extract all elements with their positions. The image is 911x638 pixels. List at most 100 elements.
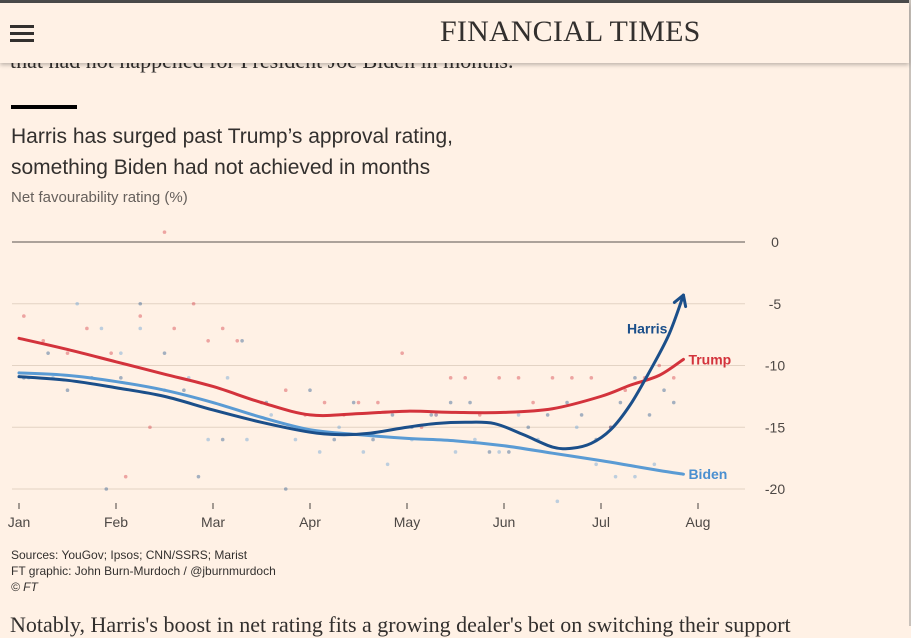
chart-footer: Sources: YouGov; Ipsos; CNN/SSRS; Marist… bbox=[11, 547, 276, 595]
x-tick-label: Mar bbox=[201, 514, 225, 530]
chart-axes: 0 -5 -10 -15 -20 Jan Feb Mar Apr May Jun Jul Aug bbox=[8, 234, 786, 530]
harris-poll-point bbox=[119, 376, 123, 380]
biden-poll-point bbox=[516, 413, 521, 417]
harris-poll-point bbox=[633, 376, 637, 380]
biden-poll-point bbox=[613, 474, 618, 479]
y-tick-label: 0 bbox=[771, 234, 779, 250]
harris-poll-point bbox=[65, 388, 70, 392]
trump-poll-point bbox=[322, 400, 327, 405]
trump-poll-point bbox=[22, 314, 26, 318]
chart-title-line-1: Harris has surged past Trump’s approval … bbox=[11, 125, 453, 148]
trump-poll-point bbox=[283, 388, 288, 392]
harris-poll-point bbox=[220, 437, 225, 442]
trump-poll-point bbox=[220, 326, 225, 331]
biden-poll-point bbox=[434, 413, 438, 417]
biden-poll-point bbox=[206, 437, 210, 442]
x-tick-label: Apr bbox=[299, 514, 321, 530]
trump-poll-point bbox=[463, 376, 468, 380]
trump-poll-point bbox=[570, 376, 574, 380]
biden-poll-point bbox=[99, 326, 104, 331]
trump-series-label: Trump bbox=[688, 351, 731, 367]
trump-poll-point bbox=[434, 413, 438, 417]
harris-poll-point bbox=[332, 437, 337, 442]
harris-poll-point bbox=[182, 388, 186, 392]
biden-poll-point bbox=[555, 499, 560, 504]
harris-poll-point bbox=[196, 474, 201, 479]
biden-poll-point bbox=[453, 450, 458, 454]
x-tick-label: Feb bbox=[104, 514, 128, 530]
trump-poll-point bbox=[191, 301, 196, 306]
article-text-below: Notably, Harris's boost in net rating fi… bbox=[10, 612, 791, 637]
trump-poll-point bbox=[206, 339, 210, 343]
harris-poll-point bbox=[104, 487, 109, 491]
harris-arrowhead bbox=[672, 293, 688, 309]
harris-poll-point bbox=[351, 400, 356, 405]
hamburger-menu-icon[interactable] bbox=[10, 25, 34, 43]
biden-poll-point bbox=[119, 351, 123, 355]
window-right-scrollbar-edge bbox=[909, 0, 911, 626]
harris-poll-point bbox=[308, 388, 312, 392]
trump-poll-point bbox=[550, 376, 555, 380]
trump-poll-point bbox=[623, 388, 628, 392]
trump-poll-point bbox=[516, 376, 521, 380]
harris-poll-point bbox=[507, 450, 511, 454]
trump-poll-point bbox=[172, 326, 176, 331]
harris-poll-point bbox=[390, 413, 395, 417]
trump-poll-point bbox=[448, 376, 453, 380]
trump-poll-point bbox=[376, 400, 380, 405]
harris-poll-point bbox=[371, 437, 375, 442]
window-top-border bbox=[0, 0, 911, 3]
y-tick-label: -5 bbox=[769, 296, 782, 312]
harris-poll-point bbox=[429, 413, 434, 417]
trump-poll-point bbox=[109, 351, 113, 355]
harris-poll-point bbox=[545, 413, 550, 417]
chart-gridlines bbox=[12, 241, 745, 490]
trump-poll-point bbox=[162, 230, 167, 234]
biden-poll-point bbox=[497, 450, 501, 454]
harris-poll-point bbox=[46, 351, 50, 355]
harris-poll-point bbox=[618, 400, 623, 405]
x-tick-label: Jul bbox=[592, 514, 610, 530]
trump-poll-point bbox=[400, 351, 404, 355]
biden-poll-point bbox=[225, 376, 230, 380]
biden-series-label: Biden bbox=[688, 466, 727, 482]
harris-trend-line bbox=[17, 293, 685, 451]
harris-poll-point bbox=[487, 450, 492, 454]
masthead-logo[interactable]: FINANCIAL TIMES bbox=[440, 15, 701, 48]
y-tick-label: -15 bbox=[765, 419, 785, 435]
biden-poll-point bbox=[361, 450, 366, 454]
chart-series-lines bbox=[17, 293, 688, 476]
harris-poll-point bbox=[565, 400, 569, 405]
x-tick-label: Jan bbox=[8, 514, 31, 530]
harris-poll-point bbox=[671, 400, 676, 405]
harris-poll-point bbox=[647, 413, 652, 417]
harris-poll-point bbox=[526, 425, 531, 430]
harris-poll-point bbox=[138, 301, 143, 306]
harris-poll-point bbox=[468, 400, 472, 405]
harris-poll-point bbox=[283, 487, 288, 491]
trump-poll-point bbox=[497, 376, 501, 380]
biden-poll-point bbox=[594, 462, 598, 467]
harris-poll-point bbox=[662, 388, 666, 392]
harris-poll-point bbox=[579, 413, 584, 417]
chart-series-labels: Biden Trump Harris bbox=[627, 320, 731, 482]
chart-credit: FT graphic: John Burn-Murdoch / @jburnmu… bbox=[11, 564, 276, 578]
harris-series-label: Harris bbox=[627, 320, 668, 336]
trump-poll-point bbox=[235, 339, 240, 343]
biden-poll-point bbox=[652, 462, 657, 467]
trump-poll-point bbox=[589, 376, 594, 380]
harris-poll-point bbox=[448, 400, 453, 405]
biden-trend-line bbox=[17, 371, 685, 476]
line-chart: Biden Trump Harris 0 -5 -10 -15 -20 Jan Feb Mar Ap… bbox=[8, 230, 786, 530]
trump-poll-point bbox=[148, 425, 152, 430]
chart-y-axis-label: Net favourability rating (%) bbox=[11, 189, 188, 206]
x-tick-label: Aug bbox=[686, 514, 711, 530]
biden-poll-point bbox=[473, 437, 477, 442]
biden-poll-point bbox=[633, 474, 637, 479]
trump-poll-point bbox=[85, 326, 89, 331]
chart-title: Harris has surged past Trump’s approval … bbox=[11, 121, 571, 183]
chart-sources: Sources: YouGov; Ipsos; CNN/SSRS; Marist bbox=[11, 548, 248, 562]
y-tick-label: -20 bbox=[765, 481, 785, 497]
trump-poll-point bbox=[41, 339, 46, 343]
trump-poll-point bbox=[356, 400, 361, 405]
